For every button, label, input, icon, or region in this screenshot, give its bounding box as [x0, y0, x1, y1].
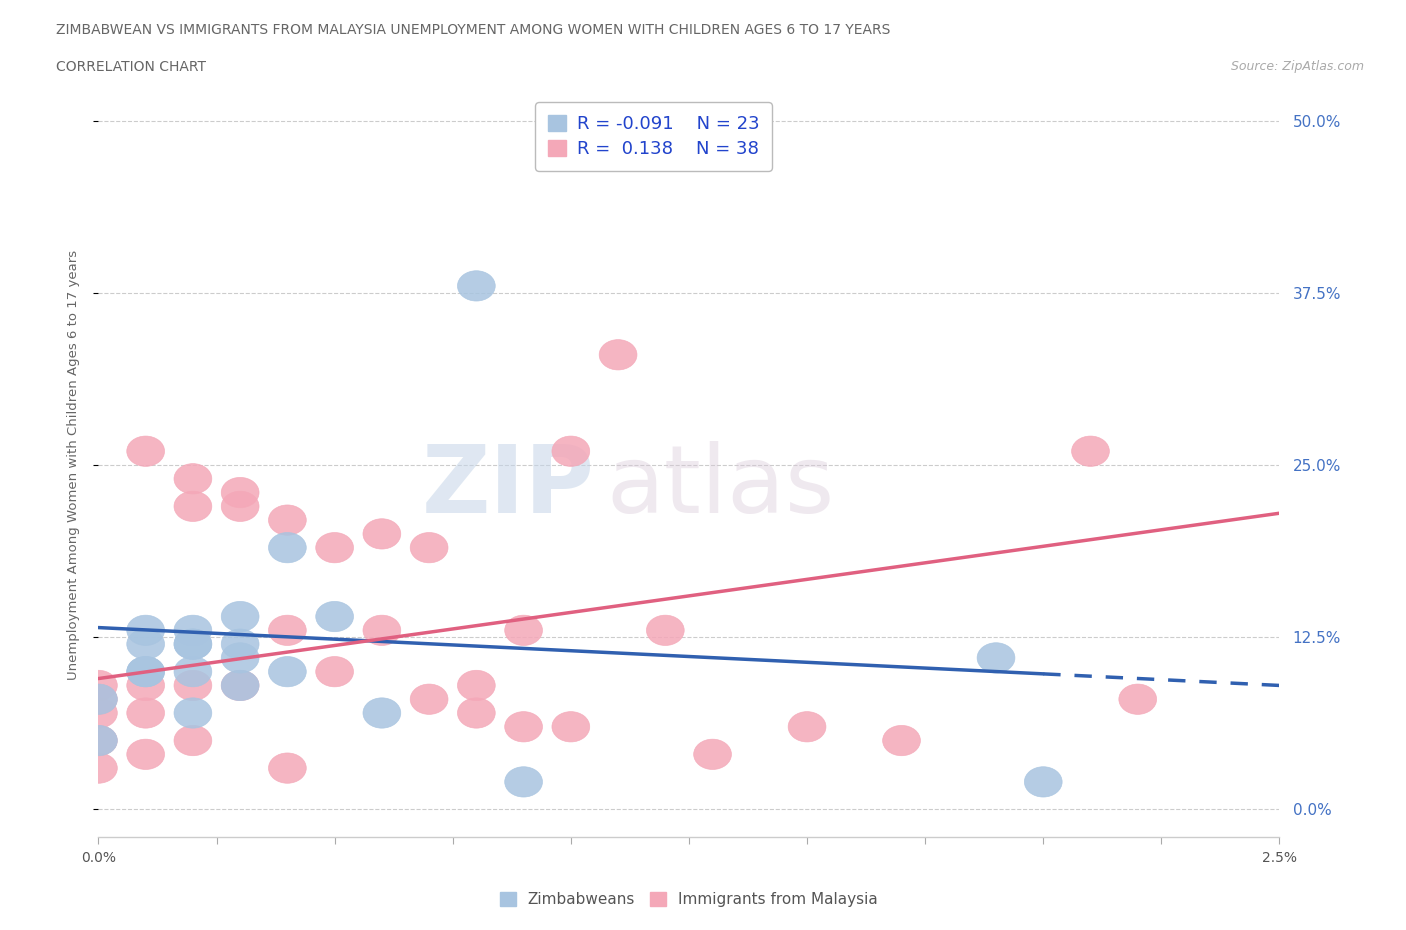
Ellipse shape — [80, 725, 117, 756]
Ellipse shape — [505, 711, 543, 742]
Ellipse shape — [174, 698, 212, 728]
Ellipse shape — [553, 711, 589, 742]
Ellipse shape — [269, 657, 307, 687]
Text: CORRELATION CHART: CORRELATION CHART — [56, 60, 207, 74]
Text: atlas: atlas — [606, 442, 835, 533]
Legend: R = -0.091    N = 23, R =  0.138    N = 38: R = -0.091 N = 23, R = 0.138 N = 38 — [536, 102, 772, 171]
Ellipse shape — [80, 753, 117, 783]
Ellipse shape — [599, 339, 637, 370]
Ellipse shape — [174, 464, 212, 494]
Ellipse shape — [221, 491, 259, 522]
Ellipse shape — [269, 753, 307, 783]
Ellipse shape — [127, 615, 165, 645]
Ellipse shape — [269, 533, 307, 563]
Ellipse shape — [789, 711, 825, 742]
Ellipse shape — [127, 698, 165, 728]
Ellipse shape — [1119, 684, 1157, 714]
Ellipse shape — [363, 615, 401, 645]
Ellipse shape — [80, 725, 117, 756]
Text: ZIMBABWEAN VS IMMIGRANTS FROM MALAYSIA UNEMPLOYMENT AMONG WOMEN WITH CHILDREN AG: ZIMBABWEAN VS IMMIGRANTS FROM MALAYSIA U… — [56, 23, 890, 37]
Ellipse shape — [457, 698, 495, 728]
Ellipse shape — [174, 671, 212, 700]
Ellipse shape — [269, 505, 307, 536]
Text: Source: ZipAtlas.com: Source: ZipAtlas.com — [1230, 60, 1364, 73]
Ellipse shape — [221, 477, 259, 508]
Ellipse shape — [977, 643, 1015, 673]
Ellipse shape — [174, 629, 212, 659]
Ellipse shape — [221, 671, 259, 700]
Ellipse shape — [1025, 766, 1062, 797]
Ellipse shape — [553, 436, 589, 466]
Ellipse shape — [457, 671, 495, 700]
Ellipse shape — [269, 615, 307, 645]
Ellipse shape — [127, 629, 165, 659]
Ellipse shape — [174, 491, 212, 522]
Ellipse shape — [221, 602, 259, 631]
Ellipse shape — [80, 684, 117, 714]
Ellipse shape — [127, 657, 165, 687]
Ellipse shape — [174, 725, 212, 756]
Text: ZIP: ZIP — [422, 442, 595, 533]
Ellipse shape — [1071, 436, 1109, 466]
Ellipse shape — [411, 684, 449, 714]
Ellipse shape — [693, 739, 731, 769]
Ellipse shape — [316, 533, 353, 563]
Ellipse shape — [221, 629, 259, 659]
Ellipse shape — [127, 671, 165, 700]
Ellipse shape — [80, 684, 117, 714]
Ellipse shape — [505, 615, 543, 645]
Ellipse shape — [883, 725, 921, 756]
Ellipse shape — [647, 615, 685, 645]
Ellipse shape — [457, 271, 495, 301]
Ellipse shape — [80, 698, 117, 728]
Ellipse shape — [411, 533, 449, 563]
Ellipse shape — [127, 436, 165, 466]
Ellipse shape — [316, 602, 353, 631]
Y-axis label: Unemployment Among Women with Children Ages 6 to 17 years: Unemployment Among Women with Children A… — [67, 250, 80, 680]
Ellipse shape — [221, 643, 259, 673]
Legend: Zimbabweans, Immigrants from Malaysia: Zimbabweans, Immigrants from Malaysia — [494, 885, 884, 913]
Ellipse shape — [316, 657, 353, 687]
Ellipse shape — [80, 671, 117, 700]
Ellipse shape — [127, 657, 165, 687]
Ellipse shape — [174, 629, 212, 659]
Ellipse shape — [127, 739, 165, 769]
Ellipse shape — [174, 615, 212, 645]
Ellipse shape — [363, 519, 401, 549]
Ellipse shape — [363, 698, 401, 728]
Ellipse shape — [505, 766, 543, 797]
Ellipse shape — [221, 671, 259, 700]
Ellipse shape — [174, 657, 212, 687]
